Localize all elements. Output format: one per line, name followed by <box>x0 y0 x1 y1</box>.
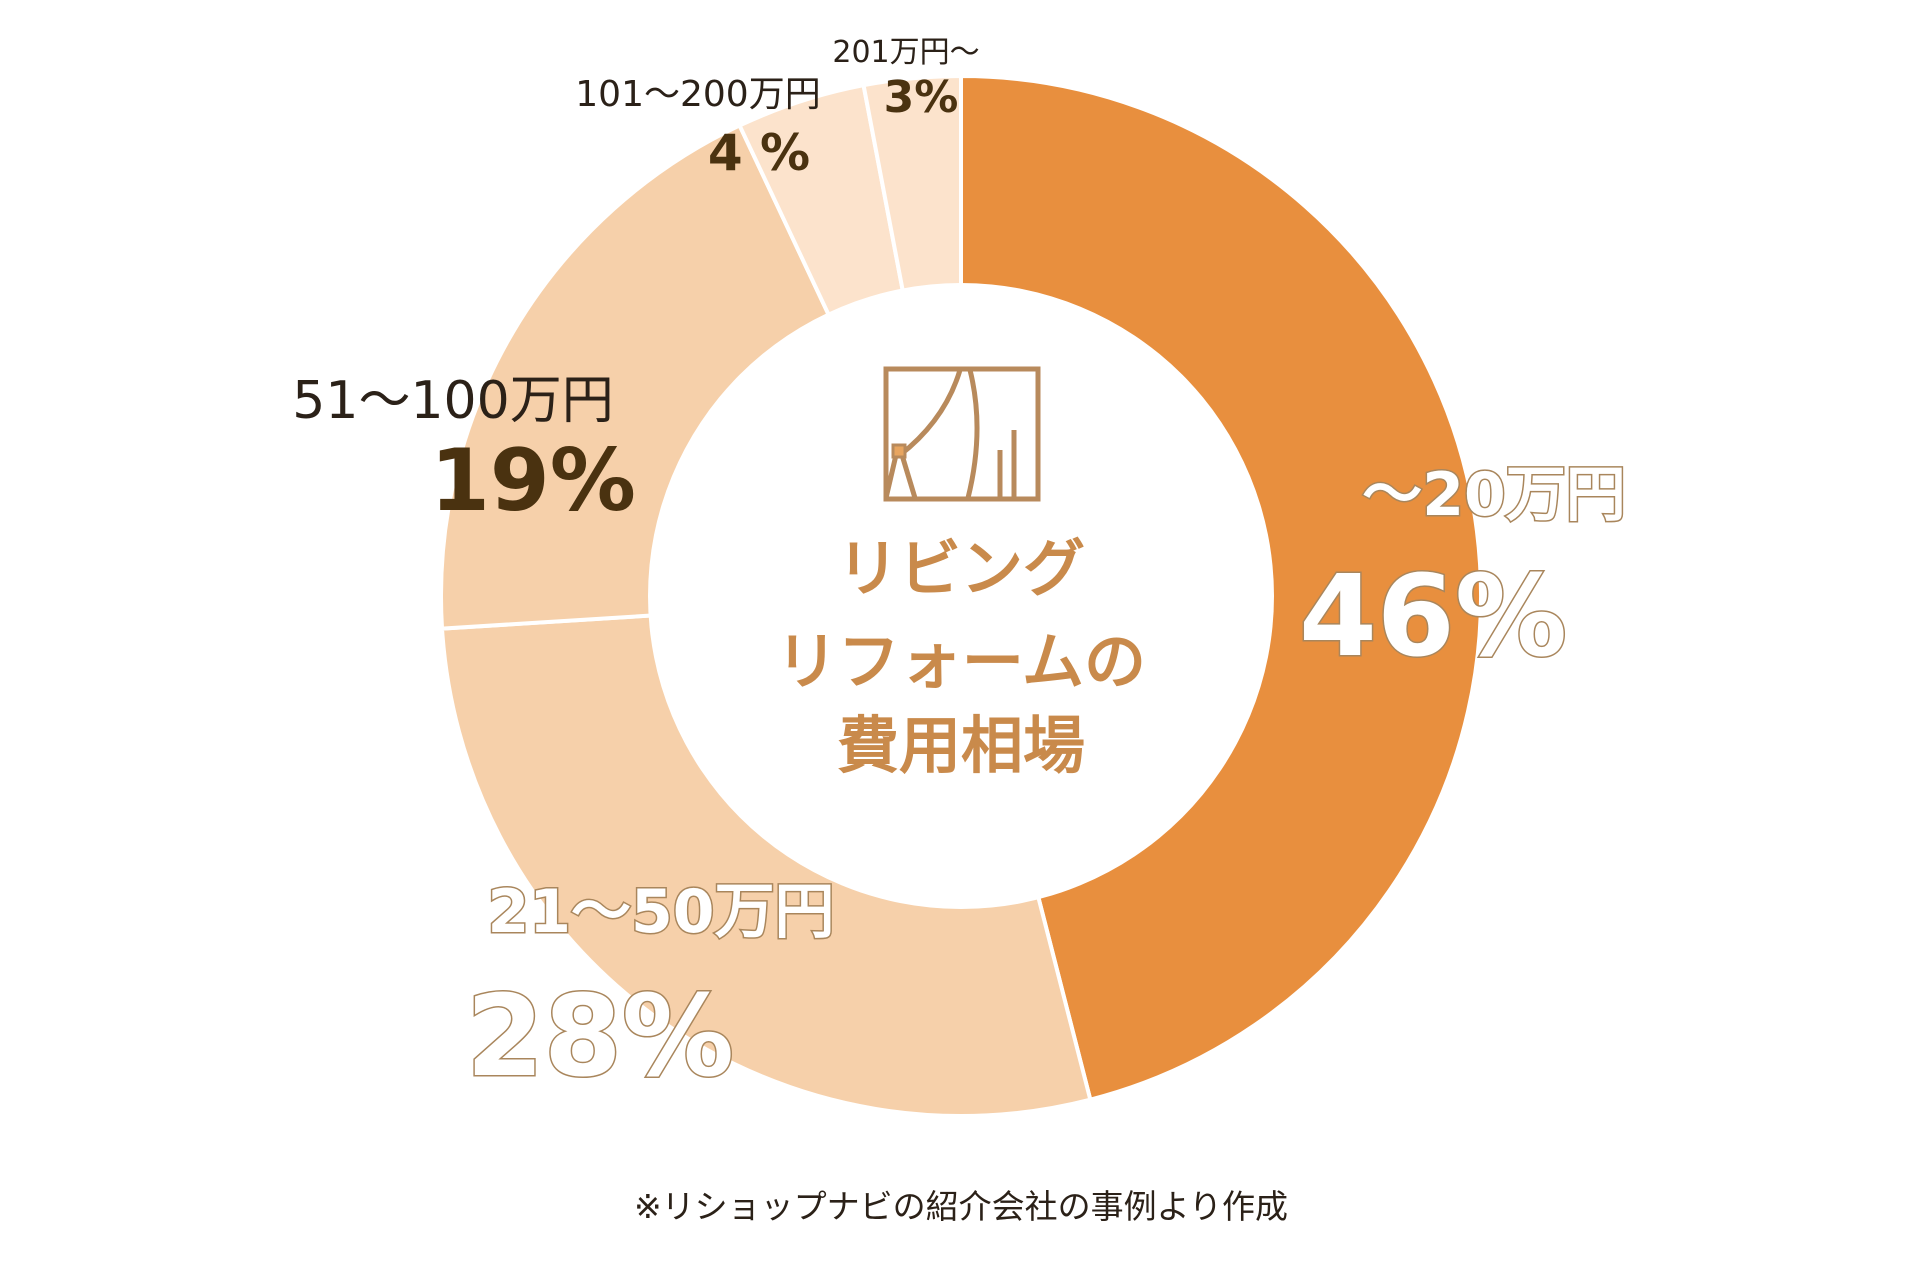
slice-value-0: 46% <box>1299 552 1567 682</box>
donut-hole <box>648 283 1274 909</box>
chart-title-line-3: 費用相場 <box>837 709 1085 782</box>
slice-label-4: 201万円〜 <box>832 35 979 70</box>
chart-title-line-2: リフォームの <box>776 625 1146 698</box>
slice-value-3: 4 % <box>708 124 810 182</box>
slice-value-2: 19% <box>430 431 636 531</box>
curtain-window-icon <box>883 366 1041 502</box>
slice-value-1: 28% <box>466 972 734 1102</box>
chart-title-line-1: リビング <box>837 532 1085 605</box>
slice-label-3: 101〜200万円 <box>575 74 820 115</box>
footnote: ※リショップナビの紹介会社の事例より作成 <box>634 1187 1288 1226</box>
slice-label-2: 51〜100万円 <box>292 371 613 431</box>
slice-value-4: 3% <box>884 72 959 123</box>
slice-label-1: 21〜50万円 <box>488 877 835 947</box>
slice-label-0: 〜20万円 <box>1362 460 1626 530</box>
